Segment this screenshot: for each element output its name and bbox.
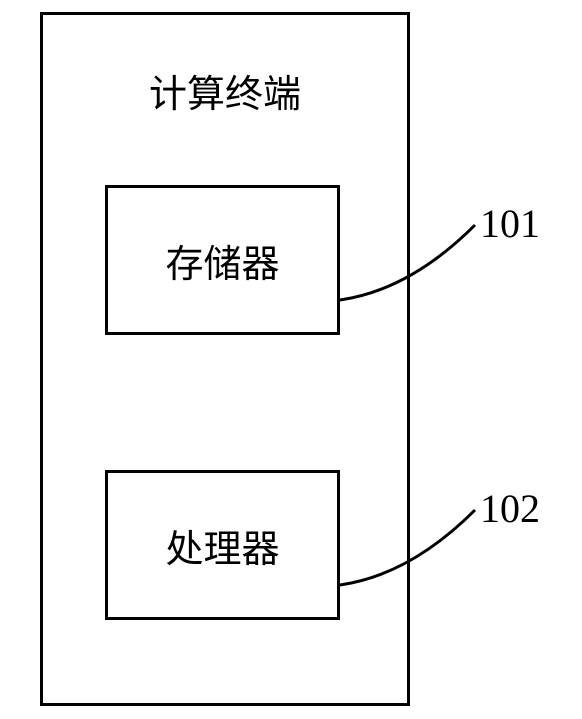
processor-ref-number: 102 bbox=[480, 485, 540, 532]
terminal-title: 计算终端 bbox=[43, 63, 407, 118]
processor-box: 处理器 bbox=[105, 470, 340, 620]
storage-box: 存储器 bbox=[105, 185, 340, 335]
storage-ref-number: 101 bbox=[480, 200, 540, 247]
storage-label: 存储器 bbox=[165, 233, 279, 288]
processor-label: 处理器 bbox=[165, 518, 279, 573]
